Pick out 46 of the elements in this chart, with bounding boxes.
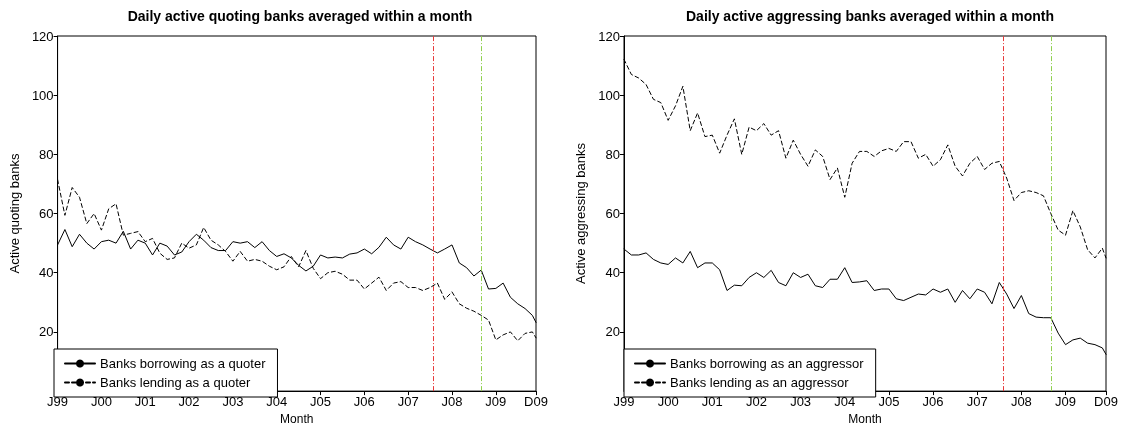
x-tick-label: J09: [485, 394, 507, 410]
x-tick-label: J05: [878, 394, 900, 410]
y-tick-label: 120: [598, 28, 620, 44]
x-tick-label: J99: [613, 394, 635, 410]
chart-title: Daily active aggressing banks averaged within a month: [685, 8, 1055, 24]
y-tick-label: 40: [39, 265, 54, 281]
legend-label: Banks lending as a quoter: [100, 375, 251, 390]
x-tick-label: J04: [834, 394, 856, 410]
chart-title: Daily active quoting banks averaged within a month: [127, 8, 473, 24]
x-tick-label: J02: [745, 394, 767, 410]
y-tick-label: 40: [605, 265, 620, 281]
x-tick-label: D09: [1094, 394, 1118, 410]
y-tick-label: 80: [605, 146, 620, 162]
legend-label: Banks lending as an aggressor: [670, 375, 850, 390]
y-tick-label: 60: [605, 206, 620, 222]
x-tick-label: J00: [90, 394, 112, 410]
x-tick-label: J09: [1055, 394, 1077, 410]
x-tick-label: J07: [966, 394, 988, 410]
x-axis-title: Month: [848, 412, 882, 426]
x-tick-label: J07: [397, 394, 419, 410]
y-tick-label: 60: [39, 206, 54, 222]
y-tick-label: 80: [39, 146, 54, 162]
y-tick-label: 20: [605, 324, 620, 340]
x-tick-label: J08: [1010, 394, 1032, 410]
x-axis-title: Month: [280, 412, 314, 426]
y-axis-title: Active quoting banks: [7, 153, 22, 274]
x-tick-label: J03: [222, 394, 244, 410]
legend-label: Banks borrowing as a quoter: [100, 356, 267, 371]
x-tick-label: J05: [310, 394, 332, 410]
x-tick-label: J02: [178, 394, 200, 410]
x-tick-label: J04: [266, 394, 288, 410]
x-tick-label: J06: [353, 394, 375, 410]
x-tick-label: J00: [657, 394, 679, 410]
y-tick-label: 100: [598, 87, 620, 103]
x-tick-label: J08: [441, 394, 463, 410]
x-tick-label: J01: [134, 394, 156, 410]
y-tick-label: 120: [31, 28, 54, 44]
x-tick-label: J03: [790, 394, 812, 410]
x-tick-label: J01: [701, 394, 723, 410]
x-tick-label: J06: [922, 394, 944, 410]
x-tick-label: J99: [47, 394, 69, 410]
legend-label: Banks borrowing as an aggressor: [670, 356, 865, 371]
y-tick-label: 20: [39, 324, 54, 340]
y-axis-title: Active aggressing banks: [573, 142, 589, 285]
x-tick-label: D09: [524, 394, 548, 410]
y-tick-label: 100: [31, 87, 54, 103]
